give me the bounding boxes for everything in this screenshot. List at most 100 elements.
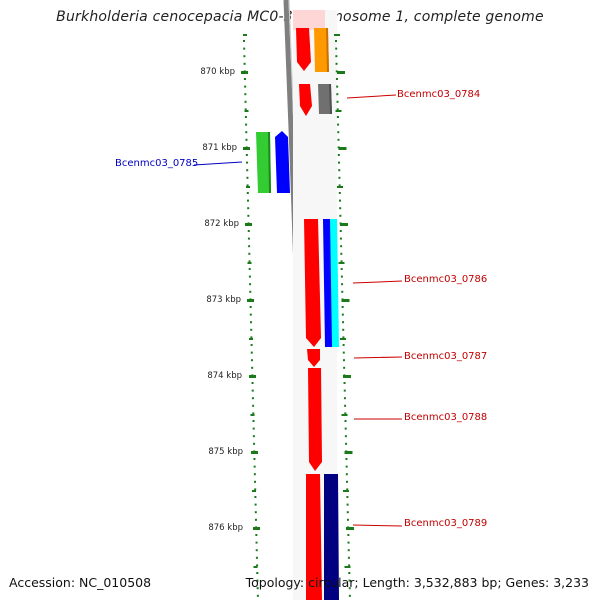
- minor-tick-left: [243, 78, 246, 80]
- minor-tick-left: [245, 123, 248, 126]
- minor-tick-right: [348, 594, 351, 597]
- major-tick-left: [251, 451, 258, 454]
- minor-tick-right: [340, 252, 343, 255]
- gene-arrow-red-0784[interactable]: [299, 84, 312, 116]
- minor-tick-left: [255, 549, 258, 552]
- minor-tick-left: [243, 47, 246, 50]
- minor-tick-right: [337, 138, 340, 141]
- minor-tick-right: [339, 214, 342, 217]
- minor-tick-left: [251, 397, 254, 400]
- minor-tick-left: [256, 564, 259, 567]
- minor-tick-right: [338, 192, 341, 194]
- major-tick-marks: [241, 34, 354, 568]
- leader-line-0786: [352, 280, 403, 284]
- minor-tick-left: [247, 230, 250, 232]
- gene-arrow-green-0785[interactable]: [256, 132, 271, 193]
- gene-label-0785[interactable]: Bcenmc03_0785: [115, 158, 199, 169]
- mid-tick-right: [341, 414, 348, 416]
- minor-tick-left: [256, 572, 259, 574]
- minor-tick-left: [253, 473, 256, 476]
- minor-tick-left: [245, 131, 248, 134]
- minor-tick-right: [335, 70, 338, 73]
- minor-tick-right: [342, 344, 345, 346]
- kbp-label-871: 871 kbp: [202, 143, 237, 153]
- gene-arrow-navy-0789[interactable]: [324, 474, 339, 600]
- minor-tick-left: [255, 541, 258, 544]
- gene-label-0784[interactable]: Bcenmc03_0784: [397, 89, 481, 100]
- minor-tick-left: [247, 214, 250, 217]
- minor-tick-right: [339, 230, 342, 232]
- gene-arrow-red-top[interactable]: [296, 28, 311, 71]
- mid-tick-left: [252, 490, 256, 492]
- minor-tick-left: [254, 518, 257, 521]
- topology-text: Topology: circular; Length: 3,532,883 bp…: [245, 575, 589, 590]
- minor-tick-left: [250, 328, 253, 331]
- gene-arrow-orange-top[interactable]: [314, 28, 329, 72]
- minor-tick-left: [256, 594, 259, 597]
- gene-label-0788[interactable]: Bcenmc03_0788: [404, 412, 488, 423]
- minor-tick-right: [341, 313, 344, 316]
- minor-tick-right: [346, 503, 349, 506]
- minor-tick-left: [246, 184, 249, 187]
- minor-tick-right: [348, 572, 351, 574]
- minor-tick-left: [249, 283, 252, 286]
- minor-tick-right: [341, 306, 344, 308]
- gene-arrow-cyan-0786[interactable]: [330, 219, 339, 347]
- minor-tick-left: [243, 62, 246, 65]
- major-tick-left: [243, 147, 250, 150]
- minor-tick-left: [246, 192, 249, 194]
- minor-tick-right: [348, 587, 351, 590]
- minor-tick-left: [249, 313, 252, 316]
- minor-tick-right: [347, 534, 350, 536]
- gene-arrow-red-0786[interactable]: [304, 219, 321, 347]
- minor-tick-left: [248, 252, 251, 255]
- minor-tick-left: [250, 359, 253, 362]
- kbp-label-870: 870 kbp: [200, 67, 235, 77]
- kbp-label-875: 875 kbp: [208, 447, 243, 457]
- gene-label-0787[interactable]: Bcenmc03_0787: [404, 351, 488, 362]
- minor-tick-right: [340, 245, 343, 248]
- minor-tick-right: [348, 579, 351, 582]
- minor-tick-right: [344, 412, 347, 415]
- gene-arrow-red-0788[interactable]: [308, 368, 322, 471]
- minor-tick-left: [254, 496, 257, 498]
- minor-tick-right: [344, 427, 347, 430]
- gene-label-0786[interactable]: Bcenmc03_0786: [404, 274, 488, 285]
- minor-tick-right: [346, 496, 349, 498]
- major-tick-left: [247, 299, 254, 302]
- minor-tick-right: [336, 85, 339, 88]
- major-tick-left: [249, 375, 256, 378]
- gene-arrow-grey-0784[interactable]: [318, 84, 332, 114]
- minor-tick-right: [338, 184, 341, 187]
- gene-arrow-red-0787[interactable]: [307, 349, 320, 367]
- minor-tick-right: [346, 480, 349, 483]
- minor-tick-right: [346, 518, 349, 521]
- minor-tick-right: [347, 556, 350, 559]
- pink-highlight: [293, 10, 325, 30]
- gene-label-0789[interactable]: Bcenmc03_0789: [404, 518, 488, 529]
- minor-tick-right: [336, 93, 339, 96]
- minor-tick-right: [342, 328, 345, 331]
- minor-tick-right: [344, 435, 347, 438]
- minor-tick-right: [339, 207, 342, 210]
- minor-tick-left: [244, 93, 247, 96]
- minor-tick-right: [341, 290, 344, 293]
- minor-tick-left: [249, 306, 252, 308]
- minor-tick-left: [252, 420, 255, 422]
- minor-tick-left: [244, 116, 247, 118]
- minor-tick-right: [335, 47, 338, 50]
- major-tick-right: [346, 527, 354, 530]
- minor-tick-left: [251, 382, 254, 384]
- gene-arrow-red-0789[interactable]: [306, 474, 322, 600]
- minor-tick-left: [252, 412, 255, 415]
- major-tick-right: [338, 147, 347, 150]
- mid-tick-left: [244, 110, 249, 112]
- minor-tick-left: [250, 336, 253, 339]
- gene-arrow-blue-0785[interactable]: [275, 131, 290, 193]
- minor-tick-left: [252, 427, 255, 430]
- minor-tick-right: [345, 442, 348, 445]
- minor-tick-left: [250, 351, 253, 354]
- mid-tick-left: [246, 186, 250, 188]
